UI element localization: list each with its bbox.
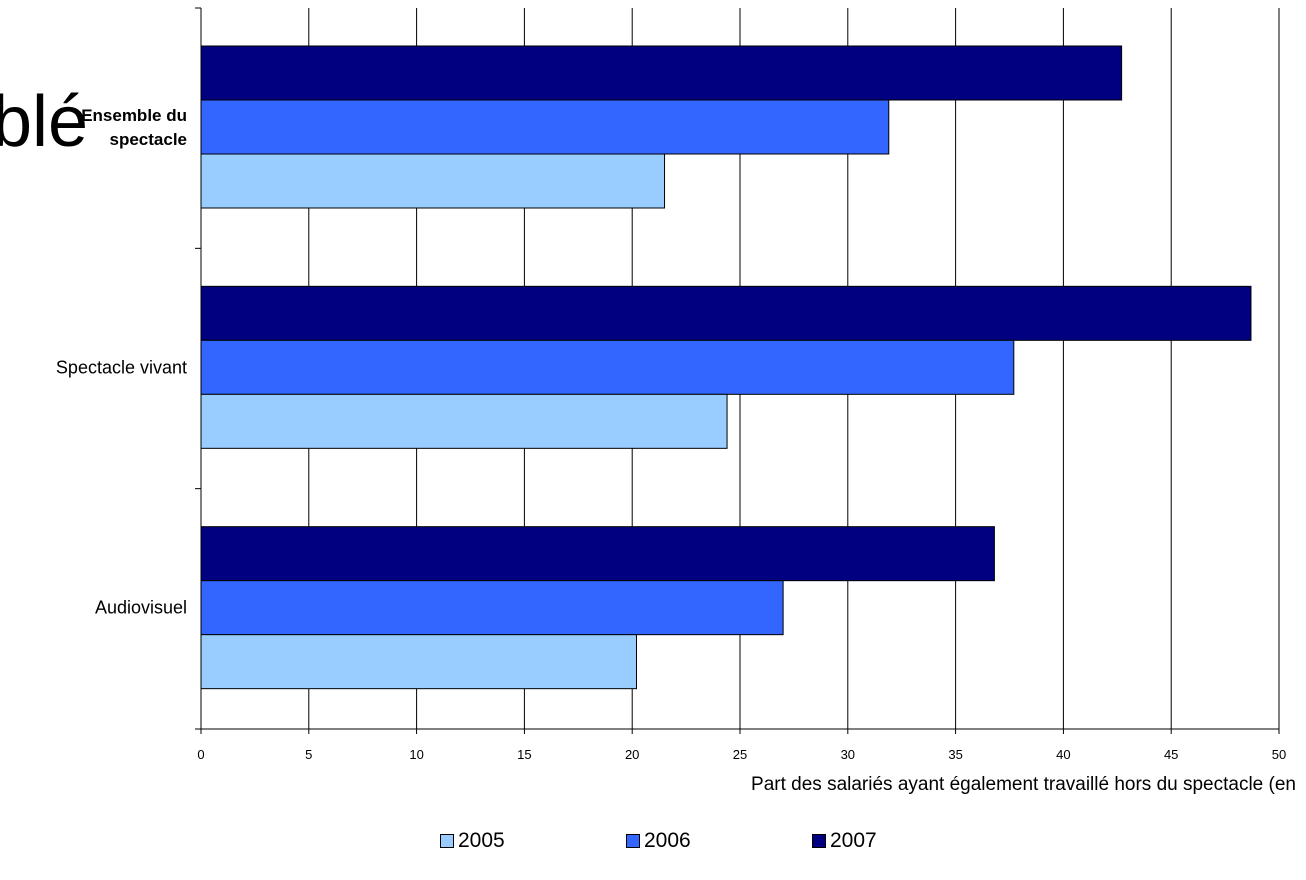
legend-label: 2006 [644,829,691,852]
legend-swatch [626,834,640,848]
bar-2006 [200,580,784,636]
category-labels: Ensemble du spectacle Spectacle vivant Audi… [56,106,187,618]
category-label: Ensemble du [81,106,187,125]
tick-labels: 0 5 10 15 20 25 30 35 40 45 50 [197,747,1286,762]
legend-item: 2006 [626,829,812,853]
category-label: Audiovisuel [95,598,187,618]
legend-label: 2007 [830,829,877,852]
x-tick-label: 40 [1056,747,1070,762]
axes [195,7,1280,734]
bar-2007 [200,45,1123,101]
x-tick-label: 35 [948,747,962,762]
x-axis-label: Part des salariés ayant également travai… [751,774,1296,795]
x-tick-label: 5 [305,747,312,762]
x-tick-label: 10 [409,747,423,762]
bar-2005 [200,153,666,209]
legend-swatch [440,834,454,848]
x-tick-label: 20 [625,747,639,762]
legend-swatch [812,834,826,848]
stray-text: blé [0,82,89,162]
bar-2007 [200,285,1252,341]
x-tick-label: 45 [1164,747,1178,762]
bars [200,45,1252,690]
bar-2007 [200,526,995,582]
bar-2006 [200,99,890,155]
category-label: Spectacle vivant [56,357,187,377]
x-tick-label: 15 [517,747,531,762]
x-tick-label: 30 [841,747,855,762]
category-label: spectacle [110,130,188,149]
legend-label: 2005 [458,829,505,852]
legend-item: 2007 [812,829,998,853]
bar-chart: Ensemble du spectacle Spectacle vivant Audi… [56,7,1296,795]
x-axis-label-group: Part des salariés ayant également travai… [751,774,1296,795]
bar-2006 [200,339,1015,395]
x-tick-label: 0 [197,747,204,762]
bar-2005 [200,634,638,690]
legend-item: 2005 [440,829,626,853]
legend: 2005 2006 2007 [440,829,998,853]
x-tick-label: 50 [1272,747,1286,762]
x-tick-label: 25 [733,747,747,762]
bar-2005 [200,393,728,449]
